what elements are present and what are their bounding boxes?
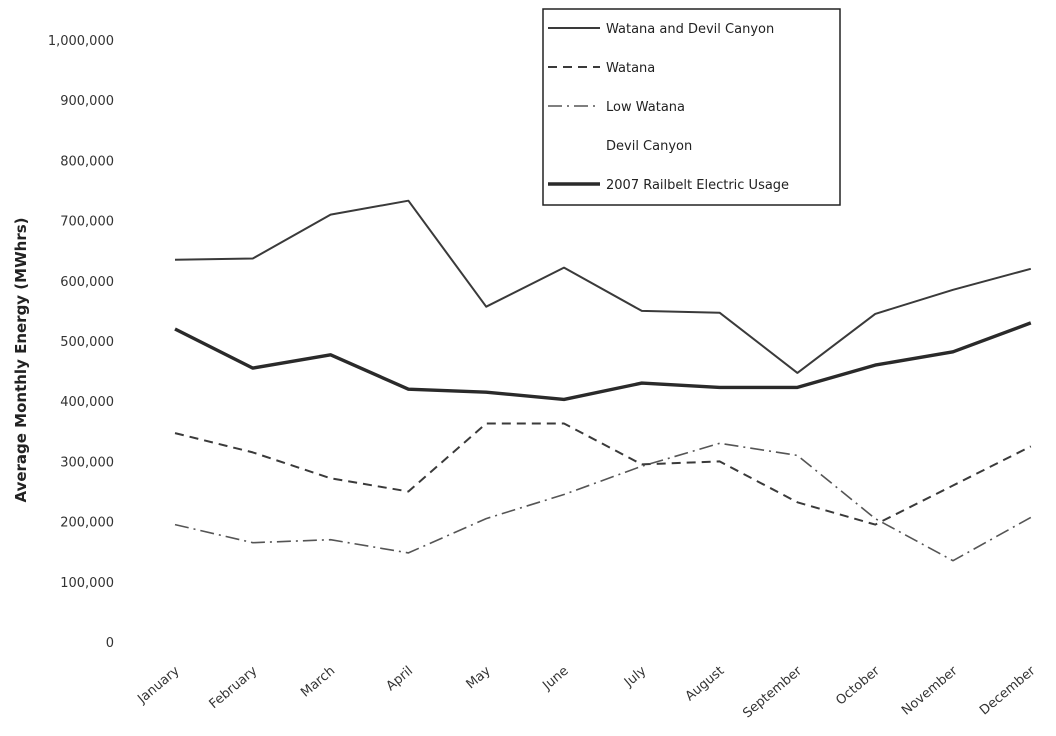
- legend-box: [542, 8, 841, 206]
- y-tick-label: 900,000: [60, 94, 114, 109]
- legend-label: Low Watana: [606, 100, 685, 115]
- legend-item: Watana and Devil Canyon: [548, 22, 774, 37]
- series-line: [174, 442, 1032, 562]
- x-tick-label: May: [464, 663, 494, 692]
- legend-item: Low Watana: [548, 100, 685, 115]
- series-line: [174, 321, 1032, 402]
- y-tick-label: 200,000: [60, 516, 114, 531]
- x-tick-label: July: [621, 663, 650, 690]
- y-tick-label: 800,000: [60, 154, 114, 169]
- y-tick-label: 500,000: [60, 335, 114, 350]
- x-tick-label: November: [899, 663, 961, 718]
- y-tick-label: 100,000: [60, 576, 114, 591]
- legend-item: 2007 Railbelt Electric Usage: [548, 178, 789, 193]
- x-tick-label: January: [134, 663, 182, 707]
- x-tick-label: December: [977, 663, 1039, 718]
- y-tick-label: 600,000: [60, 275, 114, 290]
- legend-item: Devil Canyon: [606, 139, 692, 154]
- x-tick-label: February: [207, 663, 261, 712]
- x-tick-label: August: [683, 664, 727, 705]
- legend-label: Devil Canyon: [606, 139, 692, 154]
- x-tick-label: June: [539, 664, 571, 694]
- series-line: [174, 422, 1032, 526]
- series-2007-railbelt-electric-usage: [174, 321, 1032, 402]
- series-watana-and-devil-canyon: [174, 199, 1032, 374]
- y-tick-label: 300,000: [60, 455, 114, 470]
- x-tick-labels: January February March April May June July Augu…: [134, 663, 1038, 721]
- series-line: [174, 199, 1032, 374]
- series-lines: [174, 199, 1032, 562]
- x-tick-label: October: [833, 663, 883, 708]
- y-tick-label: 1,000,000: [48, 34, 114, 49]
- legend: Watana and Devil Canyon Watana Low Watana D…: [542, 8, 841, 206]
- legend-label: Watana: [606, 61, 655, 76]
- legend-item: Watana: [548, 61, 655, 76]
- x-tick-label: April: [384, 664, 416, 695]
- legend-label: Watana and Devil Canyon: [606, 22, 774, 37]
- x-tick-label: September: [740, 663, 805, 721]
- series-low-watana: [174, 442, 1032, 562]
- series-watana: [174, 422, 1032, 526]
- x-tick-label: March: [298, 664, 338, 701]
- y-tick-labels: 0 100,000 200,000 300,000 400,000 500,000 600,…: [48, 34, 114, 651]
- y-tick-label: 400,000: [60, 395, 114, 410]
- y-tick-label: 0: [106, 636, 114, 651]
- y-axis-label: Average Monthly Energy (MWhrs): [12, 218, 30, 503]
- y-tick-label: 700,000: [60, 215, 114, 230]
- legend-label: 2007 Railbelt Electric Usage: [606, 178, 789, 193]
